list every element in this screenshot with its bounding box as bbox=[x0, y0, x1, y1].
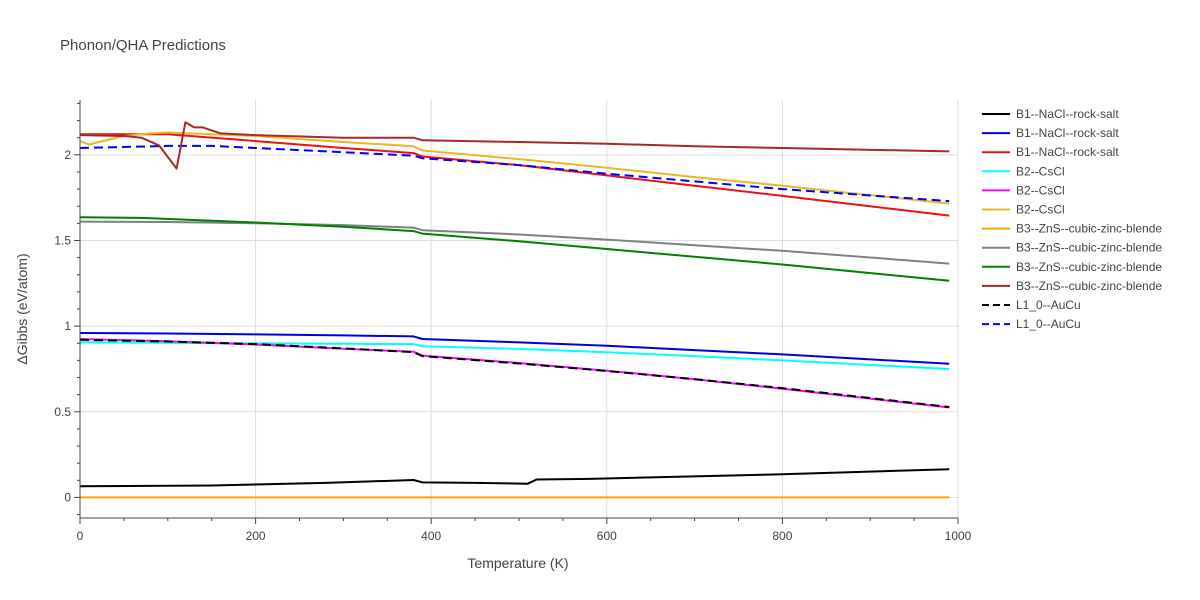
y-tick-label: 1 bbox=[64, 319, 71, 333]
x-tick-label: 400 bbox=[421, 529, 441, 543]
legend-label: L1_0--AuCu bbox=[1016, 298, 1081, 312]
series-line-8 bbox=[79, 220, 950, 265]
y-tick-label: 0.5 bbox=[54, 405, 71, 419]
y-axis-ticks: 0 0.5 1 1.5 2 bbox=[54, 102, 80, 516]
series-line-6 bbox=[79, 131, 950, 205]
series-line-11 bbox=[79, 338, 950, 408]
series-line-2 bbox=[79, 332, 950, 365]
legend-label: B2--CsCl bbox=[1016, 183, 1065, 197]
x-tick-label: 200 bbox=[246, 529, 266, 543]
legend-label: B3--ZnS--cubic-zinc-blende bbox=[1016, 222, 1162, 236]
legend-item[interactable]: B3--ZnS--cubic-zinc-blende bbox=[982, 222, 1162, 236]
y-tick-label: 2 bbox=[64, 148, 71, 162]
series-line-10 bbox=[79, 121, 950, 170]
legend-label: B2--CsCl bbox=[1016, 203, 1065, 217]
legend-item[interactable]: B1--NaCl--rock-salt bbox=[982, 145, 1119, 159]
legend-item[interactable]: B1--NaCl--rock-salt bbox=[982, 107, 1119, 121]
chart-title: Phonon/QHA Predictions bbox=[60, 37, 226, 54]
legend-item[interactable]: B3--ZnS--cubic-zinc-blende bbox=[982, 279, 1162, 293]
legend-label: B3--ZnS--cubic-zinc-blende bbox=[1016, 279, 1162, 293]
x-axis-ticks: 0 200 400 600 800 1000 bbox=[77, 518, 972, 543]
series-line-9 bbox=[79, 216, 950, 282]
x-tick-label: 800 bbox=[772, 529, 792, 543]
legend-item[interactable]: B2--CsCl bbox=[982, 183, 1065, 197]
legend-item[interactable]: B3--ZnS--cubic-zinc-blende bbox=[982, 260, 1162, 274]
plot-lines bbox=[79, 121, 950, 499]
axes bbox=[79, 100, 958, 519]
legend-item[interactable]: B2--CsCl bbox=[982, 203, 1065, 217]
y-axis-title: ΔGibbs (eV/atom) bbox=[14, 253, 30, 364]
legend-label: B3--ZnS--cubic-zinc-blende bbox=[1016, 260, 1162, 274]
legend-item[interactable]: B2--CsCl bbox=[982, 164, 1065, 178]
x-axis-title: Temperature (K) bbox=[467, 555, 568, 571]
legend-item[interactable]: L1_0--AuCu bbox=[982, 317, 1081, 331]
grid bbox=[80, 100, 959, 518]
legend-label: B3--ZnS--cubic-zinc-blende bbox=[1016, 241, 1162, 255]
legend-item[interactable]: B3--ZnS--cubic-zinc-blende bbox=[982, 241, 1162, 255]
series-line-1 bbox=[79, 468, 950, 488]
legend[interactable]: B1--NaCl--rock-salt B1--NaCl--rock-salt B1… bbox=[982, 107, 1162, 331]
series-line-3 bbox=[80, 133, 950, 217]
legend-label: B2--CsCl bbox=[1016, 164, 1065, 178]
legend-label: L1_0--AuCu bbox=[1016, 317, 1081, 331]
legend-item[interactable]: L1_0--AuCu bbox=[982, 298, 1081, 312]
x-tick-label: 1000 bbox=[945, 529, 972, 543]
x-tick-label: 600 bbox=[597, 529, 617, 543]
legend-label: B1--NaCl--rock-salt bbox=[1016, 107, 1119, 121]
legend-label: B1--NaCl--rock-salt bbox=[1016, 126, 1119, 140]
x-tick-label: 0 bbox=[77, 529, 84, 543]
series-line-12 bbox=[79, 144, 950, 203]
legend-label: B1--NaCl--rock-salt bbox=[1016, 145, 1119, 159]
legend-item[interactable]: B1--NaCl--rock-salt bbox=[982, 126, 1119, 140]
y-tick-label: 1.5 bbox=[54, 233, 71, 247]
y-tick-label: 0 bbox=[64, 490, 71, 504]
